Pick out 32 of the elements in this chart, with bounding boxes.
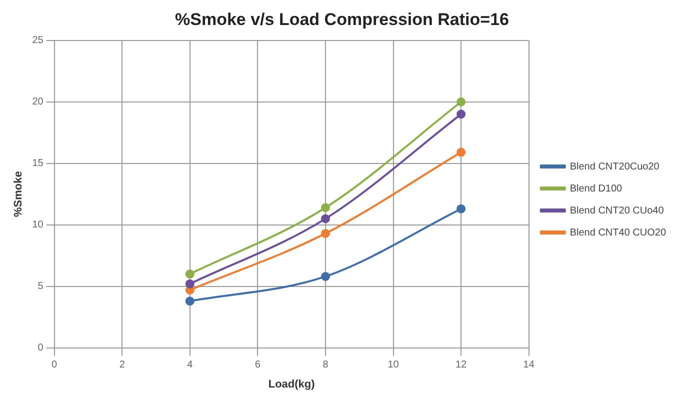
point <box>320 228 330 238</box>
y-tick-label: 5 <box>38 281 44 292</box>
y-tick-label: 10 <box>32 220 44 231</box>
legend-label: Blend CNT20Cuo20 <box>570 161 660 172</box>
point <box>456 97 466 106</box>
point <box>185 270 194 279</box>
point <box>456 204 466 214</box>
point <box>456 110 466 119</box>
point <box>320 203 330 212</box>
x-tick-label: 12 <box>455 360 468 371</box>
point <box>320 272 330 281</box>
x-tick-label: 2 <box>119 360 126 371</box>
point <box>320 214 330 224</box>
legend-label: Blend CNT40 CUO20 <box>570 227 666 238</box>
point <box>456 148 466 157</box>
point <box>185 296 194 306</box>
legend-label: Blend CNT20 CUo40 <box>570 205 664 216</box>
x-tick-label: 10 <box>388 360 400 371</box>
chart-title: %Smoke v/s Load Compression Ratio=16 <box>175 10 509 29</box>
x-tick-label: 4 <box>187 360 194 371</box>
y-tick-label: 20 <box>32 96 44 108</box>
y-axis-title: %Smoke <box>12 171 25 218</box>
x-tick-label: 8 <box>322 360 329 371</box>
y-tick-label: 25 <box>32 35 44 46</box>
x-tick-label: 6 <box>254 360 261 371</box>
point <box>185 279 194 288</box>
x-tick-label: 0 <box>52 360 58 371</box>
x-axis-title: Load(kg) <box>268 378 316 390</box>
y-tick-label: 0 <box>38 342 44 354</box>
y-tick-label: 15 <box>32 158 44 170</box>
x-tick-label: 14 <box>523 360 535 371</box>
legend-label: Blend D100 <box>570 183 623 194</box>
